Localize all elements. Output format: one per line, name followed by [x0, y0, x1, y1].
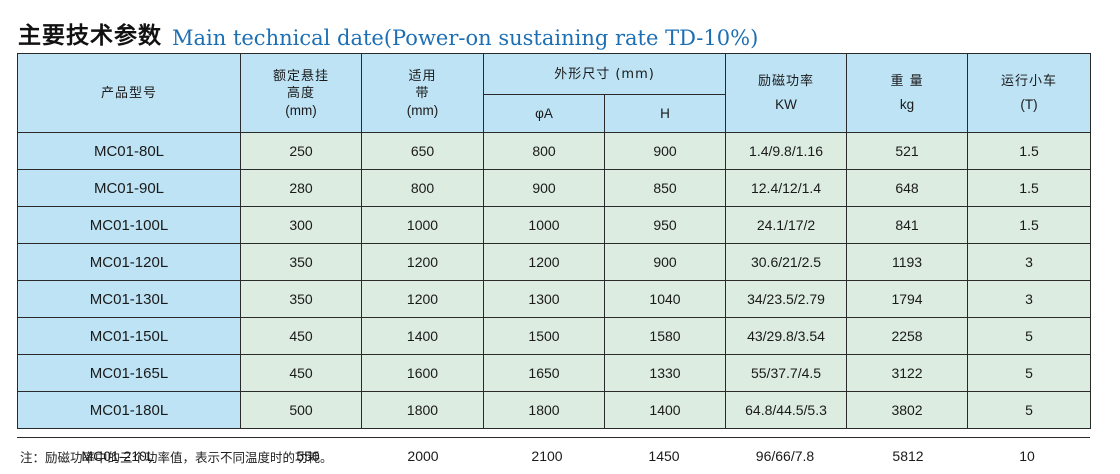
page-title: 主要技术参数 Main technical date(Power-on sust… — [18, 14, 758, 50]
cell-trolley: 5 — [967, 354, 1092, 392]
table-row: MC01-100L 300 1000 1000 950 24.1/17/2 841 1.5 — [17, 206, 1092, 244]
footnote: 注：励磁功率中的三个功率值，表示不同温度时的功耗。 — [20, 450, 333, 465]
cell-height: 250 — [240, 132, 362, 170]
table-row: MC01-90L 280 800 900 850 12.4/12/1.4 648 1.5 — [17, 169, 1092, 207]
cell-power: 12.4/12/1.4 — [725, 169, 848, 207]
cell-belt: 1200 — [361, 280, 484, 318]
cell-model: MC01-120L — [17, 243, 241, 281]
cell-power: 55/37.7/4.5 — [725, 354, 848, 392]
table-row: MC01-120L 350 1200 1200 900 30.6/21/2.5 1193 3 — [17, 243, 1092, 281]
table-bottom-border — [17, 437, 1090, 438]
table-row: MC01-165L 450 1600 1650 1330 55/37.7/4.5 3122 5 — [17, 354, 1092, 392]
cell-dim-h: 850 — [603, 169, 727, 207]
cell-model: MC01-130L — [17, 280, 241, 318]
header-dim-h: H — [603, 94, 727, 133]
cell-dim-a: 1300 — [483, 280, 605, 318]
cell-belt: 2000 — [407, 448, 439, 464]
header-height: 额定悬挂 高度 (mm) — [240, 53, 362, 133]
header-weight: 重 量 kg — [846, 53, 969, 133]
cell-height: 300 — [240, 206, 362, 244]
cell-weight: 1193 — [846, 243, 969, 281]
cell-weight: 2258 — [846, 317, 969, 355]
cell-weight: 841 — [846, 206, 969, 244]
table-row: MC01-180L 500 1800 1800 1400 64.8/44.5/5.3 380… — [17, 391, 1092, 429]
cell-height: 450 — [240, 354, 362, 392]
cell-weight: 521 — [846, 132, 969, 170]
cell-belt: 1800 — [361, 391, 484, 429]
table-body: MC01-80L 250 650 800 900 1.4/9.8/1.16 521 1.5 MC… — [17, 132, 1092, 429]
cell-dim-a: 1650 — [483, 354, 605, 392]
cell-dim-h: 1580 — [603, 317, 727, 355]
cell-trolley: 1.5 — [967, 169, 1092, 207]
cell-model: MC01-180L — [17, 391, 241, 429]
cell-trolley: 5 — [967, 317, 1092, 355]
cell-weight: 5812 — [892, 448, 924, 464]
cell-dim-h: 1400 — [603, 391, 727, 429]
cell-dim-h: 900 — [603, 243, 727, 281]
cell-trolley: 3 — [967, 280, 1092, 318]
cell-model: MC01-150L — [17, 317, 241, 355]
header-trolley: 运行小车 (T) — [967, 53, 1092, 133]
cell-dim-a: 900 — [483, 169, 605, 207]
table-row: MC01-130L 350 1200 1300 1040 34/23.5/2.79 1794… — [17, 280, 1092, 318]
table-row-overflow: MC01-210L 550 2000 2100 1450 96/66/7.8 5… — [0, 448, 1120, 468]
cell-dim-a: 2100 — [531, 448, 563, 464]
cell-dim-h: 1330 — [603, 354, 727, 392]
cell-weight: 648 — [846, 169, 969, 207]
cell-weight: 3122 — [846, 354, 969, 392]
cell-weight: 3802 — [846, 391, 969, 429]
cell-power: 24.1/17/2 — [725, 206, 848, 244]
header-model: 产品型号 — [17, 53, 241, 133]
cell-height: 350 — [240, 243, 362, 281]
cell-belt: 1400 — [361, 317, 484, 355]
table-row: MC01-80L 250 650 800 900 1.4/9.8/1.16 521 1.5 — [17, 132, 1092, 170]
cell-dim-a: 1500 — [483, 317, 605, 355]
cell-dim-h: 1450 — [648, 448, 680, 464]
cell-power: 64.8/44.5/5.3 — [725, 391, 848, 429]
cell-model: MC01-100L — [17, 206, 241, 244]
cell-dim-a: 1200 — [483, 243, 605, 281]
table-row: MC01-150L 450 1400 1500 1580 43/29.8/3.54 2258… — [17, 317, 1092, 355]
spec-table: 产品型号 额定悬挂 高度 (mm) 适用 带 (mm) 外形尺寸 (mm) 励磁… — [17, 53, 1092, 429]
cell-belt: 1200 — [361, 243, 484, 281]
header-dim-a: φA — [483, 94, 605, 133]
cell-trolley: 10 — [1019, 448, 1035, 464]
cell-power: 34/23.5/2.79 — [725, 280, 848, 318]
header-dimensions: 外形尺寸 (mm) — [482, 53, 727, 95]
header-belt: 适用 带 (mm) — [361, 53, 484, 133]
cell-dim-h: 950 — [603, 206, 727, 244]
cell-height: 550 — [296, 448, 320, 464]
cell-trolley: 5 — [967, 391, 1092, 429]
cell-power: 96/66/7.8 — [755, 448, 815, 464]
cell-belt: 650 — [361, 132, 484, 170]
cell-dim-a: 1800 — [483, 391, 605, 429]
cell-trolley: 1.5 — [967, 206, 1092, 244]
cell-height: 450 — [240, 317, 362, 355]
cell-belt: 1000 — [361, 206, 484, 244]
cell-power: 1.4/9.8/1.16 — [725, 132, 848, 170]
cell-dim-a: 800 — [483, 132, 605, 170]
cell-height: 500 — [240, 391, 362, 429]
cell-power: 43/29.8/3.54 — [725, 317, 848, 355]
cell-model: MC01-165L — [17, 354, 241, 392]
cell-height: 280 — [240, 169, 362, 207]
cell-model: MC01-80L — [17, 132, 241, 170]
cell-dim-h: 1040 — [603, 280, 727, 318]
cell-weight: 1794 — [846, 280, 969, 318]
cell-dim-h: 900 — [603, 132, 727, 170]
title-english: Main technical date(Power-on sustaining … — [172, 26, 759, 50]
cell-height: 350 — [240, 280, 362, 318]
header-power: 励磁功率 KW — [725, 53, 848, 133]
cell-dim-a: 1000 — [483, 206, 605, 244]
title-chinese: 主要技术参数 — [18, 23, 162, 49]
cell-model: MC01-90L — [17, 169, 241, 207]
cell-model: MC01-210L — [81, 448, 155, 464]
cell-trolley: 3 — [967, 243, 1092, 281]
cell-power: 30.6/21/2.5 — [725, 243, 848, 281]
cell-belt: 800 — [361, 169, 484, 207]
cell-trolley: 1.5 — [967, 132, 1092, 170]
cell-belt: 1600 — [361, 354, 484, 392]
